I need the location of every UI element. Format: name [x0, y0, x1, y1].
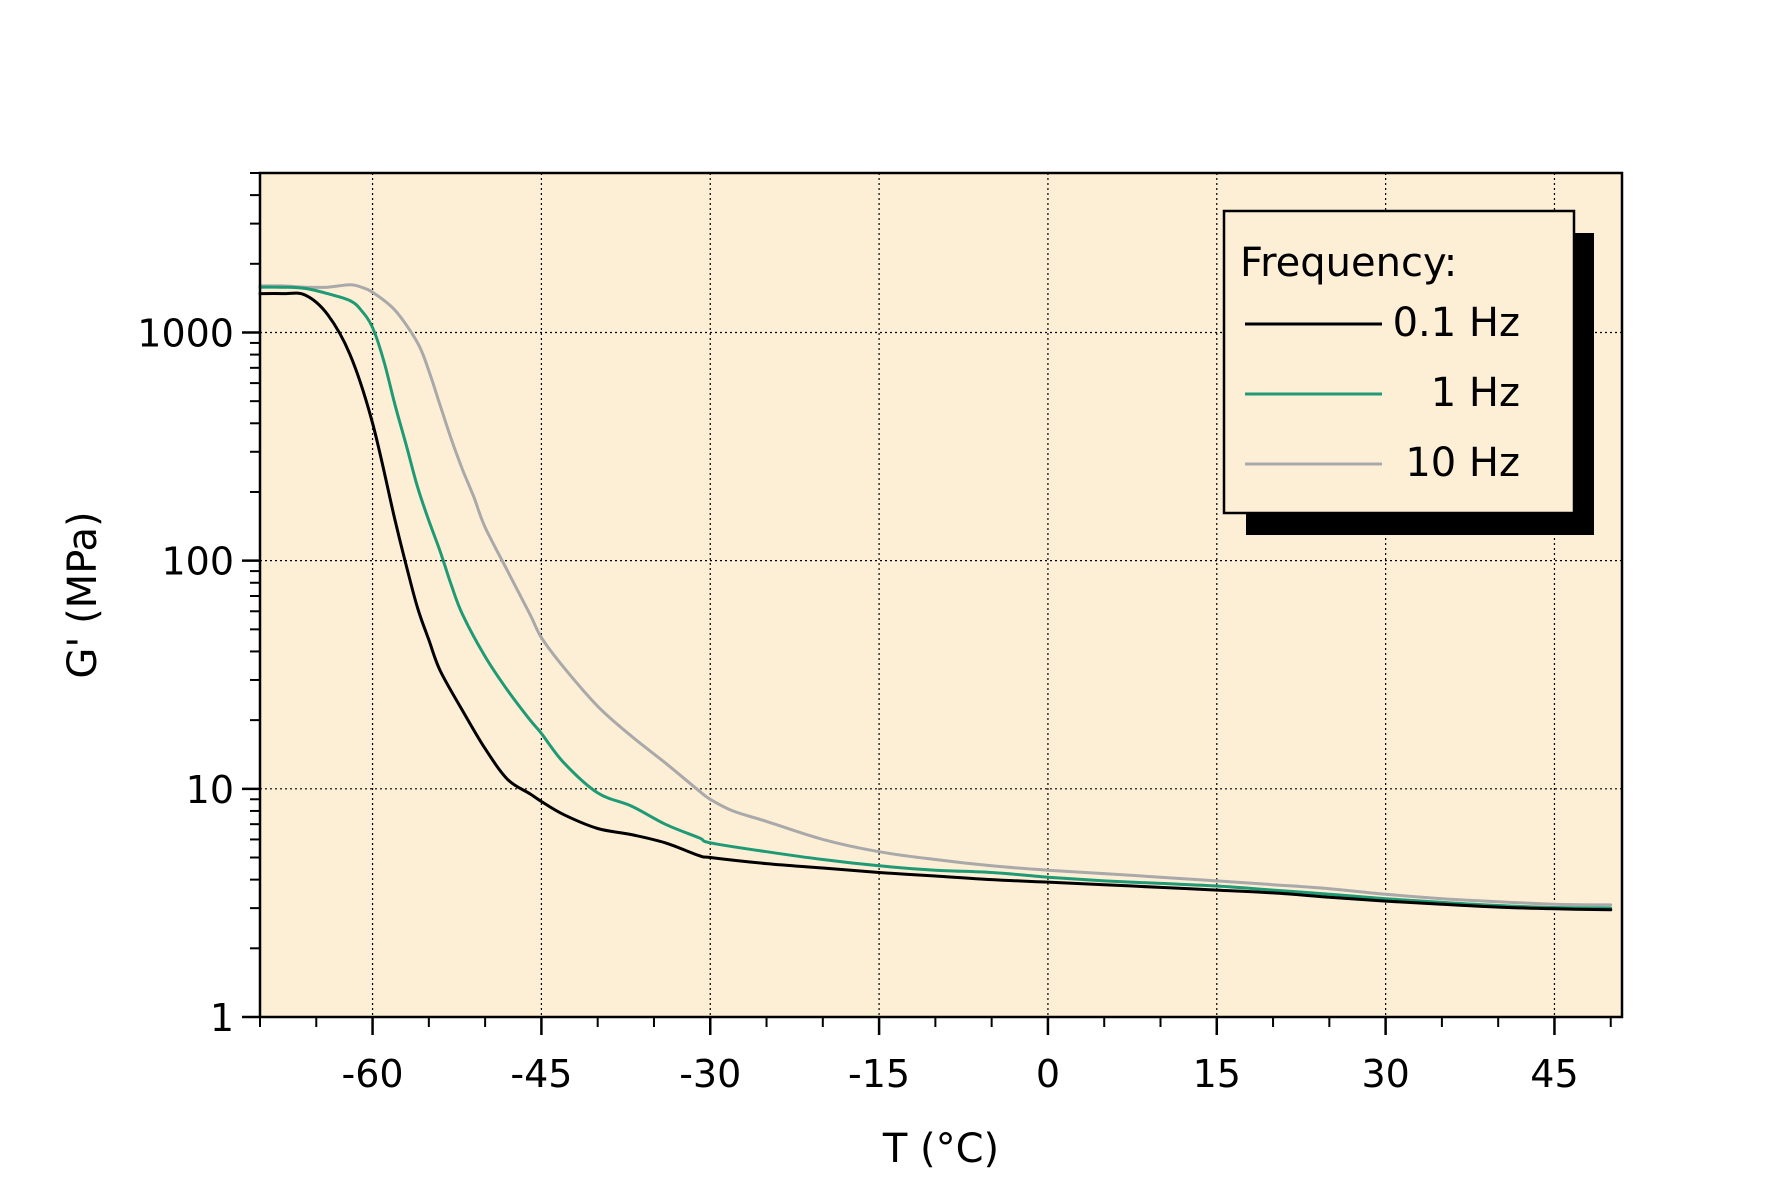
series-line-10-hz — [258, 283, 1613, 907]
series-line-1-hz — [258, 285, 1613, 910]
x-tick-label: -45 — [510, 1052, 572, 1096]
axis-ticks — [242, 172, 1612, 1035]
legend-entry: 1 Hz — [1431, 370, 1520, 416]
y-axis-title: G' (MPa) — [60, 511, 106, 678]
legend-entry: 10 Hz — [1405, 440, 1520, 486]
x-tick-label: -60 — [342, 1052, 404, 1096]
plot-frame — [258, 171, 1624, 1019]
series-line-0-1-hz — [258, 291, 1613, 912]
x-tick-label: 15 — [1193, 1052, 1241, 1096]
x-tick-label: 0 — [1036, 1052, 1060, 1096]
x-tick-label: -30 — [679, 1052, 741, 1096]
y-tick-label: 1 — [210, 996, 234, 1040]
y-tick-label: 10 — [186, 768, 234, 812]
legend: Frequency: 0.1 Hz 1 Hz 10 Hz — [1222, 209, 1594, 535]
x-tick-label: 45 — [1530, 1052, 1578, 1096]
y-tick-label: 100 — [161, 540, 234, 584]
x-axis-title: T (°C) — [882, 1126, 999, 1172]
y-tick-label: 1000 — [137, 311, 234, 355]
tick-labels: -60 -45 -30 -15 0 15 30 45 1 10 100 1000 — [137, 311, 1578, 1096]
legend-title: Frequency: — [1240, 240, 1457, 286]
x-tick-label: 30 — [1361, 1052, 1409, 1096]
legend-entry: 0.1 Hz — [1393, 300, 1520, 346]
series-lines — [258, 283, 1613, 912]
x-tick-label: -15 — [848, 1052, 910, 1096]
